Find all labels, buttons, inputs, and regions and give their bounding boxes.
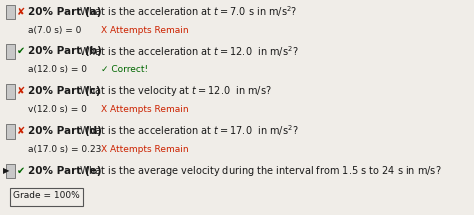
Text: What is the acceleration at $t = 17.0$  in m/s$^2$?: What is the acceleration at $t = 17.0$ i… (79, 123, 298, 138)
Text: What is the acceleration at $t = 12.0$  in m/s$^2$?: What is the acceleration at $t = 12.0$ i… (79, 44, 298, 59)
Text: a(12.0 s) = 0: a(12.0 s) = 0 (28, 65, 87, 74)
Text: ✓ Correct!: ✓ Correct! (101, 65, 148, 74)
Text: ▶: ▶ (3, 166, 10, 175)
Text: ✘: ✘ (17, 126, 25, 136)
Text: ✘: ✘ (17, 86, 25, 96)
Text: X Attempts Remain: X Attempts Remain (101, 26, 189, 35)
Text: 20% Part (e): 20% Part (e) (28, 166, 109, 175)
FancyBboxPatch shape (6, 84, 15, 99)
Text: Grade = 100%: Grade = 100% (13, 191, 80, 200)
Text: 20% Part (d): 20% Part (d) (28, 126, 109, 136)
Text: ✘: ✘ (17, 7, 25, 17)
Text: v(12.0 s) = 0: v(12.0 s) = 0 (28, 105, 87, 114)
Text: X Attempts Remain: X Attempts Remain (101, 145, 189, 154)
Text: 20% Part (a): 20% Part (a) (28, 7, 109, 17)
FancyBboxPatch shape (6, 5, 15, 19)
Text: What is the acceleration at $t = 7.0$ s in m/s$^2$?: What is the acceleration at $t = 7.0$ s … (79, 4, 297, 19)
FancyBboxPatch shape (6, 164, 15, 178)
Text: 20% Part (b): 20% Part (b) (28, 46, 109, 56)
Text: ✔: ✔ (17, 166, 25, 175)
Text: 20% Part (c): 20% Part (c) (28, 86, 108, 96)
Text: a(7.0 s) = 0: a(7.0 s) = 0 (28, 26, 81, 35)
FancyBboxPatch shape (9, 188, 82, 206)
FancyBboxPatch shape (6, 44, 15, 59)
Text: X Attempts Remain: X Attempts Remain (101, 105, 189, 114)
Text: a(17.0 s) = 0.23: a(17.0 s) = 0.23 (28, 145, 101, 154)
Text: ✔: ✔ (17, 46, 25, 56)
Text: What is the average velocity during the interval from $\mathit{1.5}$ s to $\math: What is the average velocity during the … (79, 164, 441, 178)
FancyBboxPatch shape (6, 124, 15, 139)
Text: What is the velocity at $t = 12.0$  in m/s?: What is the velocity at $t = 12.0$ in m/… (79, 84, 272, 98)
